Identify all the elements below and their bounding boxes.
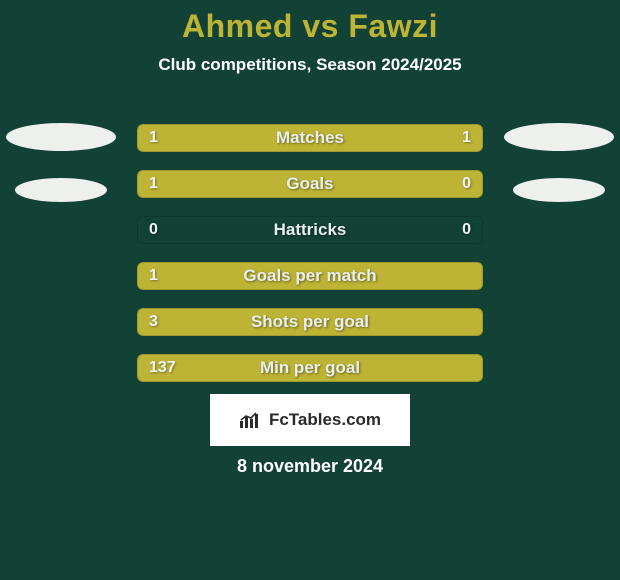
stat-row: Goals per match1 [137, 262, 483, 290]
stat-value-right: 0 [462, 216, 471, 244]
stat-value-left: 3 [149, 308, 158, 336]
stats-bars: Matches11Goals10Hattricks00Goals per mat… [137, 124, 483, 400]
stat-label: Hattricks [137, 216, 483, 244]
stat-label: Goals [137, 170, 483, 198]
player-left-avatar-1 [6, 123, 116, 151]
player-left-avatar-2 [15, 178, 107, 202]
player-right-avatar-1 [504, 123, 614, 151]
fctables-logo: FcTables.com [210, 394, 410, 446]
chart-icon [239, 411, 261, 429]
stat-row: Hattricks0 0 [137, 216, 483, 244]
logo-text: FcTables.com [269, 410, 381, 430]
stat-value-right: 0 [462, 170, 471, 198]
page-title: Ahmed vs Fawzi [0, 0, 620, 45]
stat-value-right: 1 [462, 124, 471, 152]
stat-row: Min per goal137 [137, 354, 483, 382]
stat-row: Matches1 1 [137, 124, 483, 152]
player-right-avatar-2 [513, 178, 605, 202]
stat-value-left: 137 [149, 354, 176, 382]
stat-label: Shots per goal [137, 308, 483, 336]
stat-label: Min per goal [137, 354, 483, 382]
stat-value-left: 1 [149, 124, 158, 152]
date-text: 8 november 2024 [0, 456, 620, 477]
stat-value-left: 0 [149, 216, 158, 244]
comparison-card: Ahmed vs Fawzi Club competitions, Season… [0, 0, 620, 580]
stat-label: Goals per match [137, 262, 483, 290]
stat-value-left: 1 [149, 170, 158, 198]
subtitle: Club competitions, Season 2024/2025 [0, 55, 620, 75]
stat-row: Goals1 0 [137, 170, 483, 198]
stat-row: Shots per goal3 [137, 308, 483, 336]
stat-value-left: 1 [149, 262, 158, 290]
stat-label: Matches [137, 124, 483, 152]
